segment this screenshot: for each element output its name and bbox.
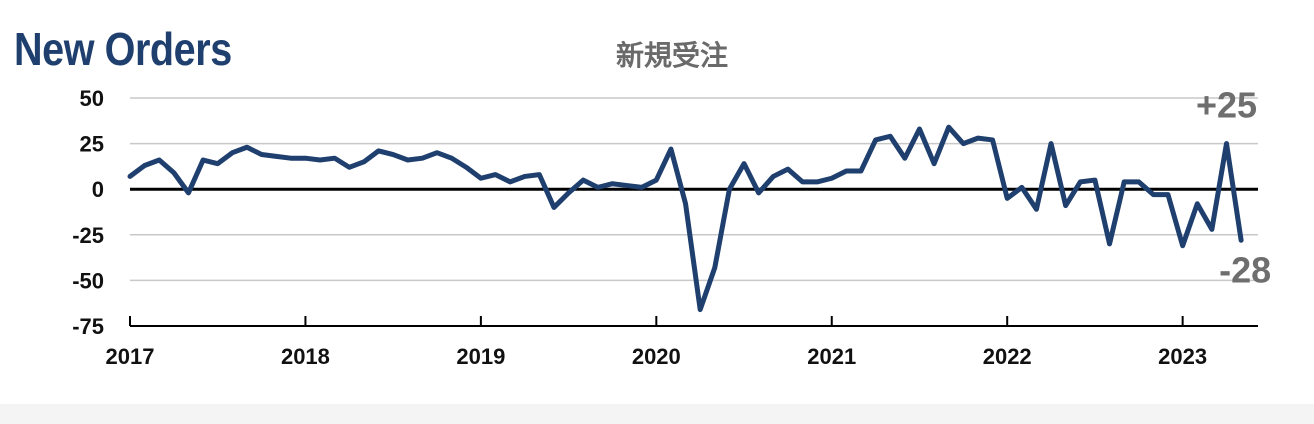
annotation-label: +25 [1196, 85, 1257, 126]
x-tick-label: 2018 [281, 344, 330, 369]
chart-subtitle: 新規受注 [616, 39, 729, 72]
series-layer [127, 124, 1244, 313]
x-tick-label: 2019 [456, 344, 505, 369]
annotation-label: -28 [1219, 249, 1271, 290]
y-tick-label: -75 [72, 314, 104, 339]
y-tick-label: 25 [80, 132, 104, 157]
bottom-band [0, 404, 1314, 424]
x-tick-label: 2023 [1158, 344, 1207, 369]
x-tick-label: 2020 [632, 344, 681, 369]
x-tick-label: 2021 [807, 344, 856, 369]
y-tick-label: 50 [80, 86, 104, 111]
axis-layer [129, 316, 1258, 327]
x-tick-label: 2022 [983, 344, 1032, 369]
x-tick-label: 2017 [106, 344, 155, 369]
chart-title: New Orders [14, 23, 232, 75]
y-tick-label: 0 [92, 177, 104, 202]
series-line [127, 124, 1244, 313]
y-tick-label: -50 [72, 268, 104, 293]
y-tick-label: -25 [72, 223, 104, 248]
